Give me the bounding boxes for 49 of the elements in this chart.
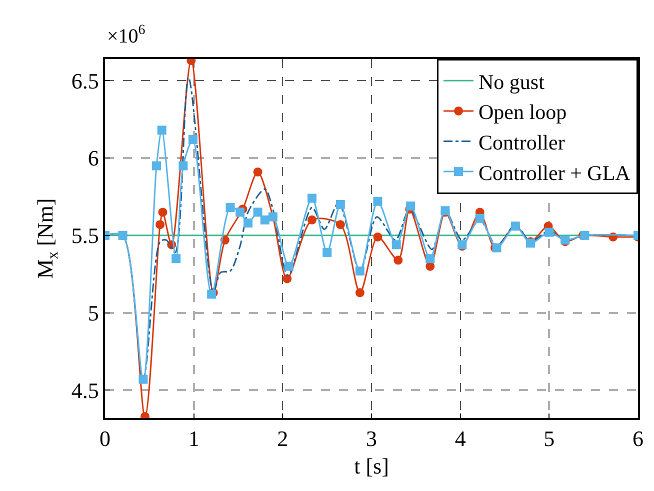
- x-tick-label: 1: [188, 426, 200, 452]
- x-tick-label: 2: [277, 426, 288, 452]
- y-tick-label: 4.5: [71, 378, 99, 403]
- point: [355, 266, 364, 276]
- text: ×10$^{6}$: [107, 23, 146, 48]
- point: [426, 254, 435, 264]
- point: [355, 288, 364, 298]
- x-tick-label: 6: [632, 426, 644, 452]
- point: [158, 208, 168, 217]
- point: [226, 203, 235, 212]
- point: [282, 274, 292, 284]
- x-tick-label: 4: [454, 426, 466, 452]
- legend-label: Controller: [478, 130, 565, 154]
- point: [406, 202, 416, 210]
- point: [253, 167, 262, 176]
- point: [244, 218, 253, 228]
- legend-label: Open loop: [478, 100, 567, 124]
- point: [373, 196, 382, 206]
- x-tick-label: 0: [100, 426, 110, 452]
- x-axis-title: t [s]: [354, 454, 389, 479]
- point: [188, 134, 198, 144]
- point: [260, 215, 270, 224]
- x-tick-label: 3: [366, 426, 377, 452]
- point: [138, 374, 148, 384]
- point: [152, 161, 162, 170]
- point: [284, 262, 294, 271]
- point: [236, 208, 245, 217]
- y-tick-label: 5.5: [71, 223, 99, 248]
- point: [322, 248, 332, 257]
- y-tick-label: 5: [88, 300, 99, 326]
- point: [373, 232, 382, 242]
- x-tick-label: 5: [544, 426, 555, 452]
- point: [392, 240, 401, 250]
- y-tick-label: 6: [88, 146, 99, 171]
- legend-label: Controller + GLA: [478, 160, 632, 185]
- point: [178, 161, 188, 170]
- legend-label: No gust: [478, 70, 545, 94]
- point: [156, 220, 165, 230]
- point: [307, 215, 316, 224]
- point: [336, 220, 345, 230]
- point: [172, 254, 181, 264]
- point: [475, 214, 484, 223]
- point: [394, 256, 403, 265]
- point: [336, 200, 345, 209]
- point: [157, 126, 166, 135]
- point: [307, 194, 316, 203]
- point: [253, 208, 262, 217]
- y-tick-label: 6.5: [71, 68, 99, 94]
- point: [544, 228, 554, 237]
